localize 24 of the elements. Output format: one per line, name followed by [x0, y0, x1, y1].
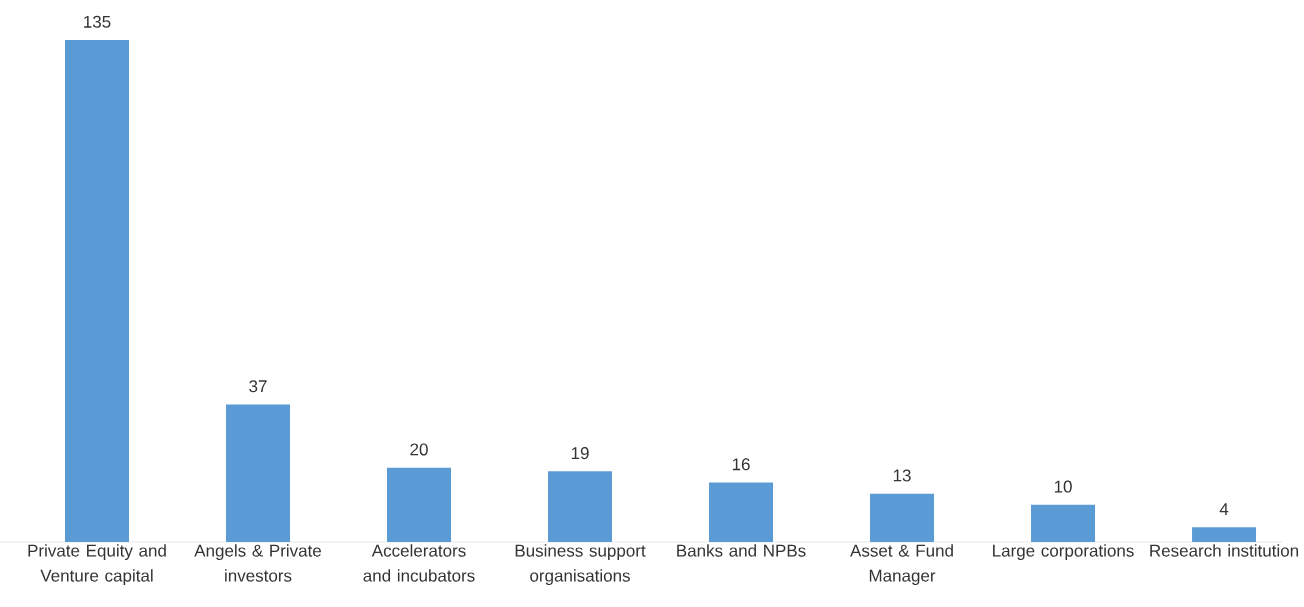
- data-label: 16: [732, 458, 750, 471]
- x-tick-label: Large corporations: [993, 544, 1134, 561]
- x-tick-label: Banks and NPBs: [677, 544, 806, 557]
- data-label: 20: [410, 443, 428, 456]
- bar: [709, 482, 774, 542]
- bar: [1031, 504, 1096, 542]
- bar: [387, 467, 452, 542]
- x-tick-label: Business support organisations: [515, 544, 646, 586]
- x-tick-label: Research institution: [1150, 544, 1299, 557]
- data-label: 10: [1054, 480, 1072, 493]
- bar: [226, 404, 291, 542]
- data-label: 13: [893, 469, 911, 482]
- data-label: 19: [571, 447, 589, 460]
- data-label: 37: [249, 380, 267, 393]
- data-label: 4: [1219, 503, 1229, 515]
- bar: [548, 471, 613, 542]
- bar: [870, 493, 935, 542]
- x-tick-label: Accelerators and incubators: [363, 544, 475, 582]
- x-tick-label: Asset & Fund Manager: [850, 544, 953, 586]
- data-label: 135: [84, 15, 111, 28]
- x-tick-label: Private Equity and Venture capital: [28, 544, 166, 586]
- x-tick-label: Angels & Private investors: [194, 544, 322, 582]
- bar: [65, 40, 129, 542]
- bar: [1192, 527, 1257, 542]
